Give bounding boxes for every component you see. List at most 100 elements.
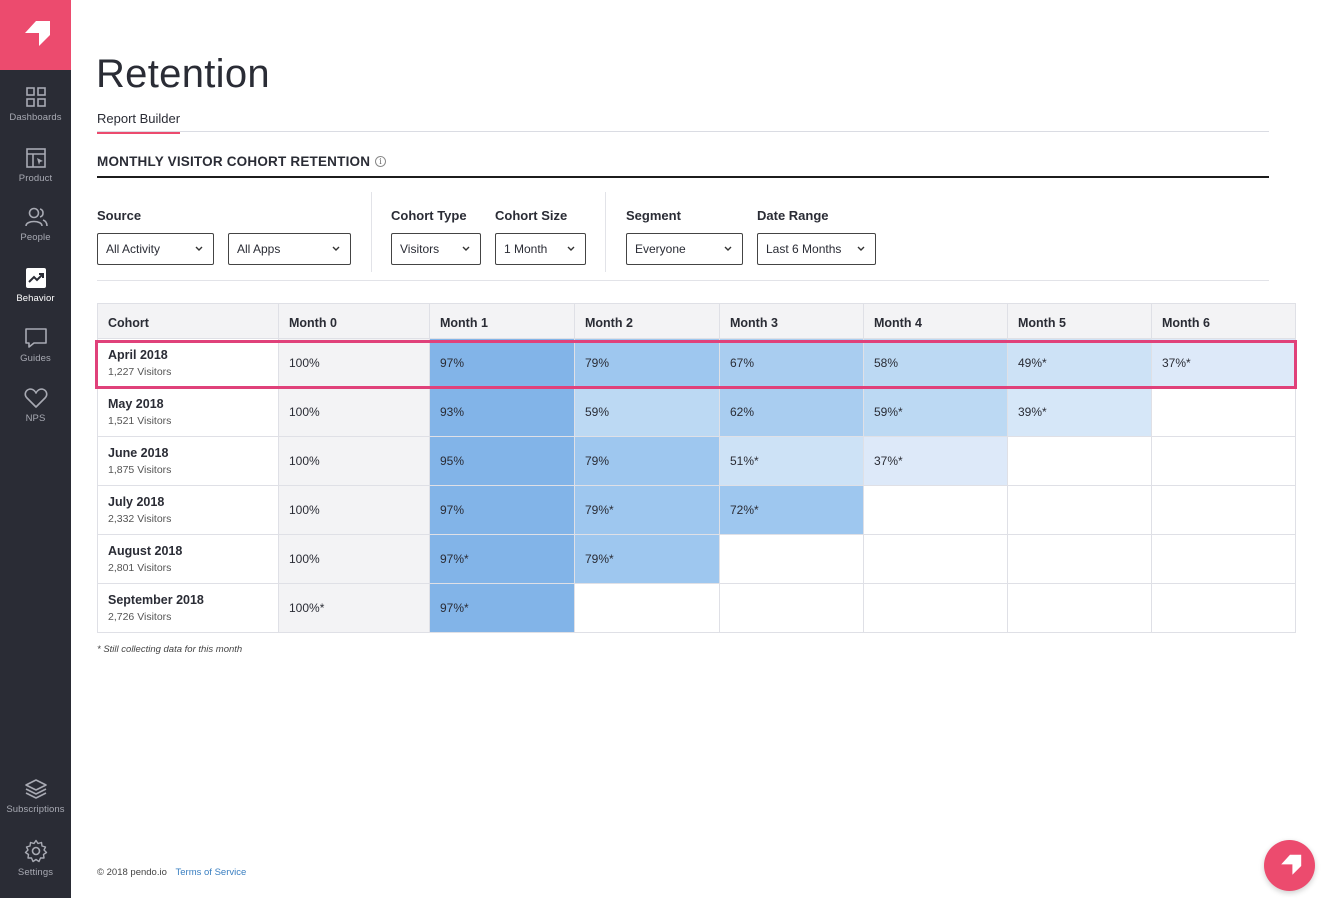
behavior-icon bbox=[25, 268, 46, 288]
retention-cell: 97%* bbox=[429, 583, 575, 633]
cohort-cell: May 2018 1,521 Visitors bbox=[97, 387, 279, 437]
chevron-down-icon bbox=[857, 246, 865, 251]
cohort-size-label: Cohort Size bbox=[495, 208, 568, 223]
table-row: July 2018 2,332 Visitors 100% 97% 79%* 72%* bbox=[97, 485, 1296, 535]
cohort-type-value: Visitors bbox=[400, 242, 440, 256]
retention-cell bbox=[1007, 436, 1152, 486]
sidebar-item-nps[interactable]: NPS bbox=[0, 387, 71, 443]
terms-link[interactable]: Terms of Service bbox=[175, 867, 247, 878]
filters-divider bbox=[97, 280, 1269, 281]
retention-cell: 79% bbox=[574, 338, 720, 388]
filter-divider bbox=[371, 192, 372, 272]
column-header: Month 1 bbox=[429, 303, 575, 339]
table-row: June 2018 1,875 Visitors 100% 95% 79% 51%* 37%… bbox=[97, 436, 1296, 486]
retention-cell bbox=[719, 534, 864, 584]
cohort-name: June 2018 bbox=[108, 446, 169, 460]
retention-cell: 59%* bbox=[863, 387, 1008, 437]
segment-value: Everyone bbox=[635, 242, 686, 256]
table-header-row: Cohort Month 0 Month 1 Month 2 Month 3 M… bbox=[97, 303, 1296, 339]
segment-label: Segment bbox=[626, 208, 681, 223]
source-dropdown[interactable]: All Activity bbox=[97, 233, 214, 265]
sidebar-item-label: People bbox=[20, 232, 51, 243]
sidebar-item-settings[interactable]: Settings bbox=[0, 839, 71, 895]
column-header: Month 3 bbox=[719, 303, 864, 339]
retention-cell: 79%* bbox=[574, 485, 720, 535]
cohort-cell: June 2018 1,875 Visitors bbox=[97, 436, 279, 486]
pendo-help-button[interactable] bbox=[1264, 840, 1315, 891]
section-title-text: MONTHLY VISITOR COHORT RETENTION bbox=[97, 154, 371, 169]
column-header: Month 4 bbox=[863, 303, 1008, 339]
people-icon bbox=[24, 207, 48, 227]
sidebar: Dashboards Product People Behavior bbox=[0, 0, 71, 898]
cohort-cell: July 2018 2,332 Visitors bbox=[97, 485, 279, 535]
product-icon bbox=[25, 148, 46, 168]
info-icon[interactable]: i bbox=[375, 156, 387, 167]
dashboards-icon bbox=[25, 87, 46, 107]
retention-cell: 100% bbox=[278, 387, 430, 437]
retention-cell bbox=[1151, 436, 1296, 486]
tab-report-builder[interactable]: Report Builder bbox=[97, 111, 181, 134]
chevron-down-icon bbox=[567, 246, 575, 251]
section-divider bbox=[97, 176, 1269, 178]
column-header: Month 0 bbox=[278, 303, 430, 339]
retention-cell: 79%* bbox=[574, 534, 720, 584]
sidebar-item-label: Subscriptions bbox=[6, 804, 65, 815]
retention-cell: 72%* bbox=[719, 485, 864, 535]
date-range-label: Date Range bbox=[757, 208, 829, 223]
sidebar-item-guides[interactable]: Guides bbox=[0, 327, 71, 383]
retention-cell bbox=[863, 583, 1008, 633]
retention-cell: 79% bbox=[574, 436, 720, 486]
retention-cell: 59% bbox=[574, 387, 720, 437]
cohort-name: August 2018 bbox=[108, 544, 183, 558]
sidebar-item-behavior[interactable]: Behavior bbox=[0, 267, 71, 323]
gear-icon bbox=[24, 839, 47, 863]
copyright-text: © 2018 pendo.io bbox=[97, 867, 167, 878]
footer: © 2018 pendo.io Terms of Service bbox=[97, 867, 246, 878]
cohort-visitors: 2,332 Visitors bbox=[108, 513, 172, 525]
retention-cell bbox=[1151, 583, 1296, 633]
cohort-visitors: 2,726 Visitors bbox=[108, 611, 172, 623]
retention-cell: 97% bbox=[429, 338, 575, 388]
sidebar-item-dashboards[interactable]: Dashboards bbox=[0, 86, 71, 142]
sidebar-item-subscriptions[interactable]: Subscriptions bbox=[0, 778, 71, 834]
source-value: All Activity bbox=[106, 242, 161, 256]
retention-cell bbox=[863, 534, 1008, 584]
chevron-down-icon bbox=[195, 246, 203, 251]
page-title: Retention bbox=[96, 52, 270, 96]
table-row: May 2018 1,521 Visitors 100% 93% 59% 62% 59%* 3… bbox=[97, 387, 1296, 437]
cohort-visitors: 2,801 Visitors bbox=[108, 562, 172, 574]
sidebar-item-label: NPS bbox=[25, 413, 46, 424]
cohort-type-dropdown[interactable]: Visitors bbox=[391, 233, 481, 265]
heart-icon bbox=[24, 388, 47, 408]
retention-cell: 49%* bbox=[1007, 338, 1152, 388]
table-row: August 2018 2,801 Visitors 100% 97%* 79%* bbox=[97, 534, 1296, 584]
segment-dropdown[interactable]: Everyone bbox=[626, 233, 743, 265]
retention-cell bbox=[863, 485, 1008, 535]
pendo-logo[interactable] bbox=[0, 0, 71, 70]
date-range-dropdown[interactable]: Last 6 Months bbox=[757, 233, 876, 265]
cohort-size-dropdown[interactable]: 1 Month bbox=[495, 233, 586, 265]
retention-cell bbox=[1151, 534, 1296, 584]
retention-cell: 62% bbox=[719, 387, 864, 437]
retention-cell: 97%* bbox=[429, 534, 575, 584]
retention-cell bbox=[1007, 583, 1152, 633]
column-header: Cohort bbox=[97, 303, 279, 339]
retention-cell: 95% bbox=[429, 436, 575, 486]
sidebar-item-people[interactable]: People bbox=[0, 206, 71, 262]
cohort-visitors: 1,521 Visitors bbox=[108, 415, 172, 427]
retention-cell: 97% bbox=[429, 485, 575, 535]
retention-cell: 39%* bbox=[1007, 387, 1152, 437]
table-row: April 2018 1,227 Visitors 100% 97% 79% 67% 58%… bbox=[97, 338, 1296, 388]
cohort-name: July 2018 bbox=[108, 495, 165, 509]
chevron-down-icon bbox=[332, 246, 340, 251]
retention-cell: 100%* bbox=[278, 583, 430, 633]
apps-dropdown[interactable]: All Apps bbox=[228, 233, 351, 265]
pendo-logo-icon bbox=[1280, 854, 1301, 875]
layers-icon bbox=[24, 779, 47, 799]
retention-cell bbox=[574, 583, 720, 633]
retention-cell bbox=[1151, 387, 1296, 437]
column-header: Month 2 bbox=[574, 303, 720, 339]
column-header: Month 6 bbox=[1151, 303, 1296, 339]
sidebar-item-product[interactable]: Product bbox=[0, 147, 71, 203]
chevron-down-icon bbox=[462, 246, 470, 251]
